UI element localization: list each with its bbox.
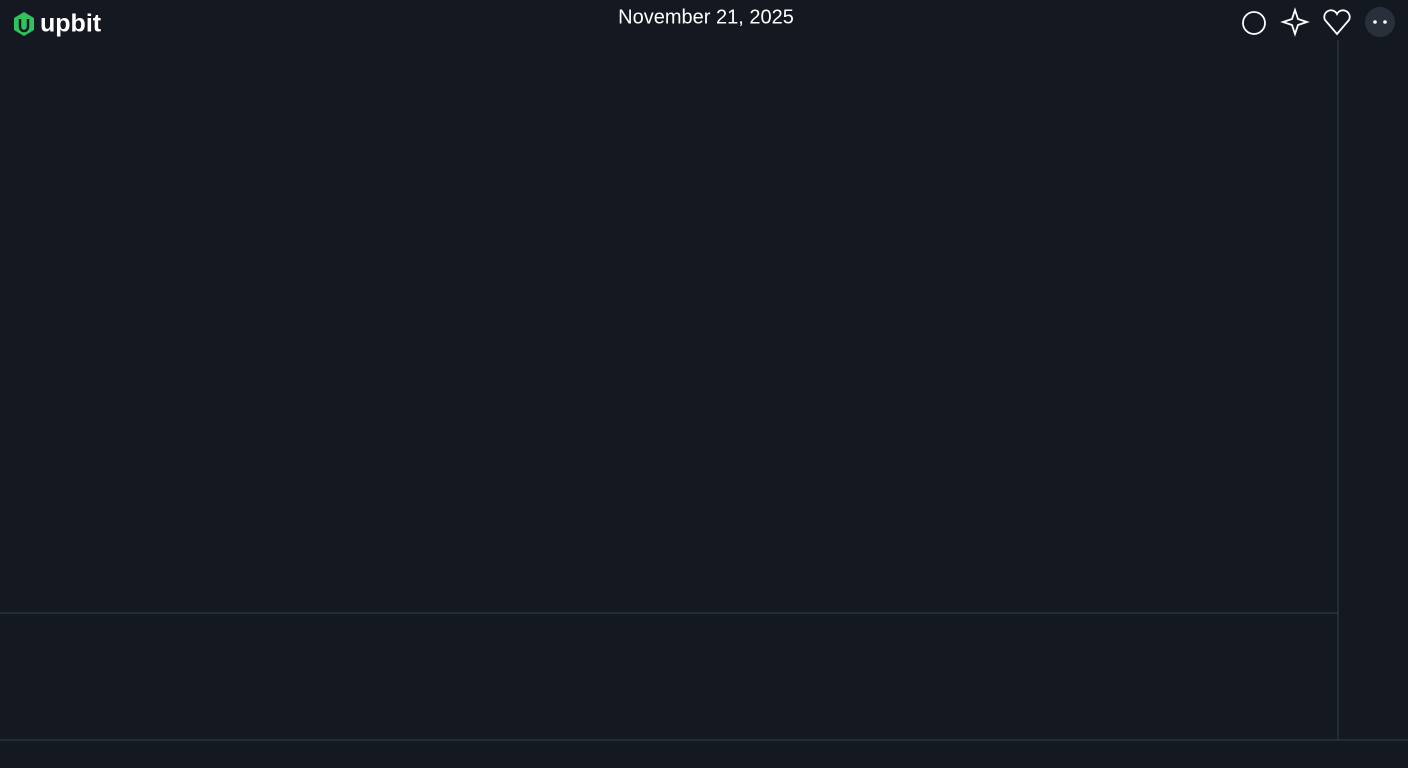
more-dot <box>1383 20 1387 24</box>
toolbar <box>1242 7 1395 37</box>
logo-text: upbit <box>40 10 102 38</box>
favorite-icon[interactable] <box>1323 9 1351 36</box>
more-button[interactable] <box>1365 7 1395 37</box>
reset-icon[interactable] <box>1242 11 1266 35</box>
star-icon[interactable] <box>1280 7 1310 37</box>
logo-glyph <box>18 19 30 33</box>
more-dot <box>1373 20 1377 24</box>
logo-icon <box>14 12 34 36</box>
date: November 21, 2025 <box>618 6 794 28</box>
logo[interactable]: upbit <box>14 10 102 38</box>
